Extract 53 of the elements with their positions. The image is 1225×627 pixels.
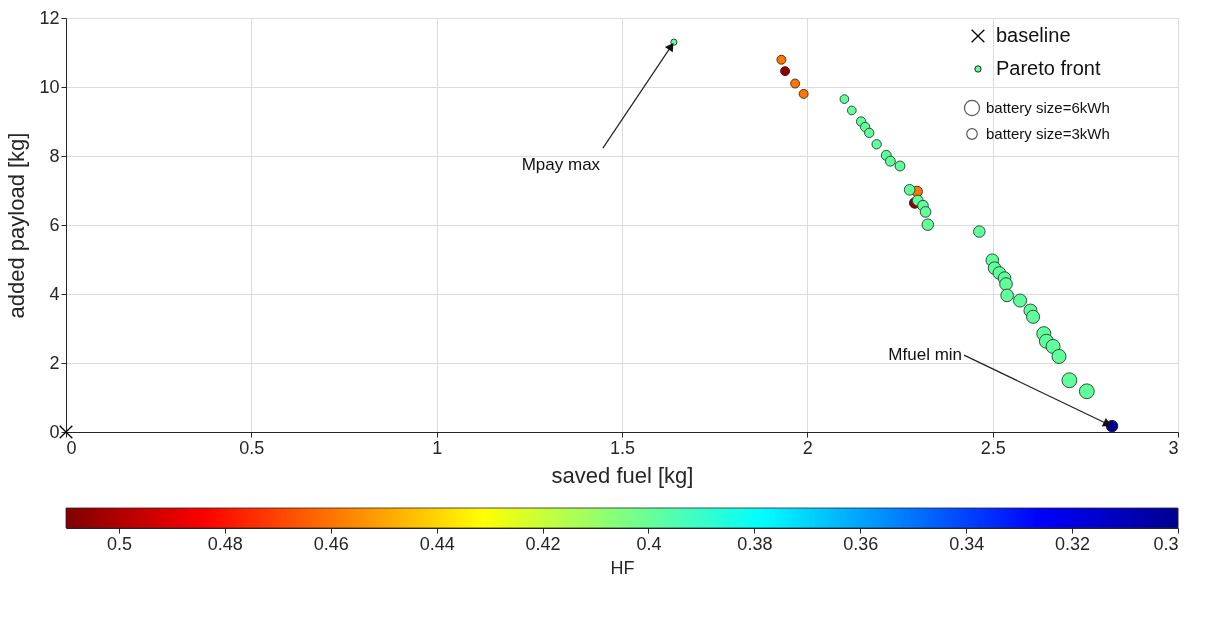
y-tick-label: 4 (49, 283, 60, 304)
point (776, 54, 787, 65)
point (884, 155, 896, 167)
x-tick-label: 2 (802, 437, 813, 458)
point (999, 277, 1013, 291)
x-tick-label: 1.5 (609, 437, 636, 458)
y-tick-label: 0 (49, 421, 60, 442)
point (798, 88, 809, 99)
point (903, 183, 916, 196)
x-axis-title: saved fuel [kg] (551, 462, 694, 488)
x-tick-label: 2.5 (980, 437, 1006, 458)
point (864, 127, 875, 139)
x-tick-label: 0.5 (239, 437, 265, 458)
color-bar-label: 0.4 (636, 533, 662, 554)
legend-label: baseline (996, 24, 1071, 46)
x-tick-label: 0 (66, 437, 77, 458)
color-bar-label: 0.34 (949, 533, 985, 554)
x-tick-label: 3 (1168, 437, 1179, 458)
color-bar-title: HF (610, 557, 635, 578)
legend-label: Pareto front (996, 57, 1101, 79)
color-bar-label: 0.44 (419, 533, 455, 554)
point (871, 139, 882, 150)
y-axis-title: added payload [kg] (4, 132, 30, 319)
y-tick-label: 12 (39, 7, 60, 28)
annotation: Mfuel min (888, 345, 963, 365)
color-bar-label: 0.46 (313, 533, 349, 554)
color-bar-label: 0.48 (207, 533, 243, 554)
y-tick-label: 2 (49, 352, 60, 373)
point (780, 66, 791, 77)
y-tick-label: 10 (39, 76, 60, 97)
y-tick-label: 8 (49, 145, 60, 166)
color-bar-label: 0.42 (525, 533, 561, 554)
point (846, 105, 857, 116)
y-tick-label: 6 (49, 214, 60, 235)
color-bar-label: 0.32 (1055, 533, 1091, 554)
color-bar-label: 0.5 (106, 533, 132, 554)
point (894, 160, 906, 172)
legend-label: battery size=6kWh (986, 99, 1110, 116)
point (1013, 293, 1028, 308)
point (1000, 288, 1014, 303)
color-bar-label: 0.38 (737, 533, 773, 554)
point (921, 218, 935, 231)
point (919, 206, 932, 218)
point (839, 94, 850, 104)
point (973, 225, 986, 238)
legend-label: battery size=3kWh (986, 125, 1110, 142)
point (59, 425, 73, 439)
color-bar-label: 0.36 (843, 533, 879, 554)
point (1026, 309, 1041, 324)
point (790, 78, 801, 89)
color-bar-label: 0.3 (1153, 533, 1179, 554)
x-tick-label: 1 (432, 437, 443, 458)
annotation: Mpay max (521, 155, 601, 175)
